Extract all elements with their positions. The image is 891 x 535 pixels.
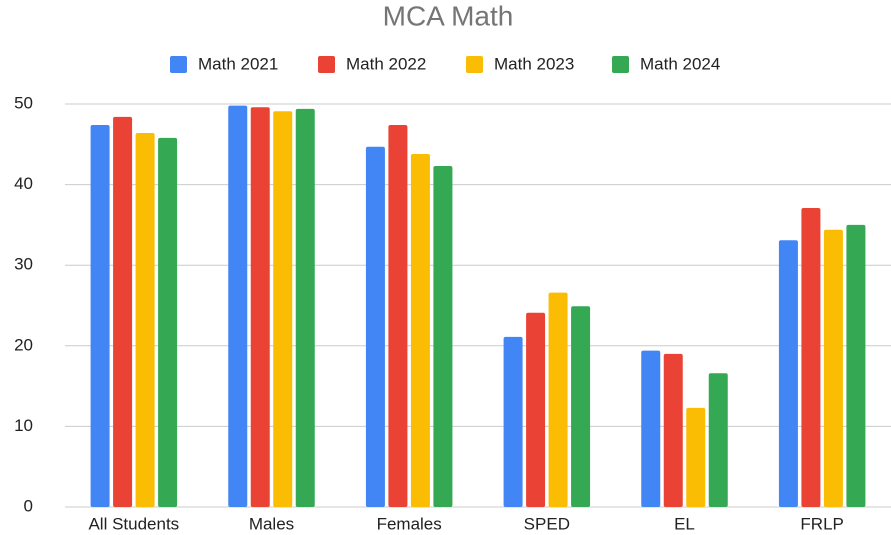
y-tick-label: 20: [14, 335, 33, 354]
x-tick-label: FRLP: [800, 514, 843, 533]
legend-swatch: [318, 56, 335, 73]
x-tick-label: SPED: [524, 514, 570, 533]
bar: [823, 229, 843, 507]
x-tick-label: Females: [377, 514, 442, 533]
bar: [526, 312, 546, 507]
y-tick-label: 30: [14, 255, 33, 274]
legend-label: Math 2022: [346, 54, 426, 73]
legend-swatch: [612, 56, 629, 73]
bar: [90, 124, 110, 508]
bar: [295, 108, 315, 507]
bar: [410, 153, 430, 508]
bar: [433, 166, 453, 507]
bar: [708, 373, 728, 507]
chart-title: MCA Math: [383, 0, 514, 31]
legend-swatch: [170, 56, 187, 73]
bar: [801, 207, 821, 507]
x-tick-label: All Students: [88, 514, 179, 533]
bar: [158, 137, 178, 508]
bar: [135, 133, 155, 508]
bar: [503, 336, 523, 507]
bar: [571, 306, 591, 507]
x-tick-label: Males: [249, 514, 294, 533]
legend-label: Math 2023: [494, 54, 574, 73]
legend-swatch: [466, 56, 483, 73]
bar: [641, 350, 661, 507]
bar: [388, 124, 408, 508]
y-tick-label: 10: [14, 416, 33, 435]
legend-label: Math 2024: [640, 54, 720, 73]
bar: [113, 116, 133, 508]
bar: [365, 146, 385, 507]
bar: [228, 105, 248, 507]
y-tick-label: 40: [14, 174, 33, 193]
bar: [273, 111, 293, 507]
bar: [548, 292, 568, 507]
bar: [846, 224, 866, 507]
bar: [686, 407, 706, 507]
bar: [778, 240, 798, 508]
y-tick-label: 50: [14, 93, 33, 112]
bar: [663, 353, 683, 507]
y-tick-label: 0: [24, 496, 33, 515]
legend-label: Math 2021: [198, 54, 278, 73]
x-tick-label: EL: [674, 514, 695, 533]
bar: [250, 107, 270, 507]
